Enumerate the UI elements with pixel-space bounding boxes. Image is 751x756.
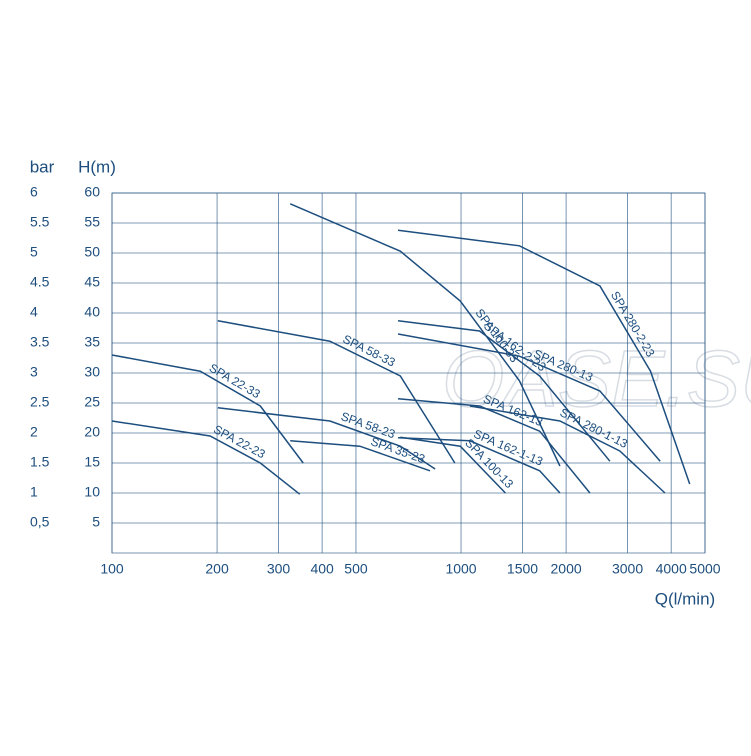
- curve: [397, 333, 661, 462]
- y2-tick-label: 1: [30, 484, 38, 500]
- x-tick-label: 2000: [551, 561, 582, 577]
- x-tick-label: 500: [344, 561, 368, 577]
- curve: [397, 320, 611, 462]
- curve: [111, 354, 304, 464]
- curve: [217, 320, 456, 464]
- x-tick-label: 1500: [507, 561, 538, 577]
- x-tick-label: 100: [100, 561, 124, 577]
- y2-tick-label: 3.5: [30, 334, 50, 350]
- y-tick-label: 10: [84, 484, 100, 500]
- y-tick-label: 25: [84, 394, 100, 410]
- y-tick-label: 15: [84, 454, 100, 470]
- y-tick-label: 30: [84, 364, 100, 380]
- watermark: OASE.SU: [442, 334, 751, 423]
- y-tick-label: 60: [84, 184, 100, 200]
- y2-axis-label: bar: [30, 157, 55, 176]
- curve: [289, 203, 561, 467]
- x-tick-label: 1000: [445, 561, 476, 577]
- y2-tick-label: 2: [30, 424, 38, 440]
- y-tick-label: 55: [84, 214, 100, 230]
- x-axis-label: Q(l/min): [655, 589, 715, 608]
- curve-label: SPA 58-23: [339, 409, 397, 441]
- y2-tick-label: 2.5: [30, 394, 50, 410]
- curve: [290, 440, 431, 472]
- curve: [397, 398, 591, 494]
- x-tick-label: 3000: [612, 561, 643, 577]
- y-tick-label: 40: [84, 304, 100, 320]
- y2-tick-label: 1.5: [30, 454, 50, 470]
- y2-tick-label: 5: [30, 244, 38, 260]
- y2-tick-label: 4: [30, 304, 38, 320]
- y-tick-label: 50: [84, 244, 100, 260]
- y-tick-label: 20: [84, 424, 100, 440]
- x-tick-label: 200: [205, 561, 229, 577]
- curve: [400, 436, 506, 494]
- y2-tick-label: 3: [30, 364, 38, 380]
- x-tick-label: 300: [267, 561, 291, 577]
- y-axis-label: H(m): [78, 157, 116, 176]
- curve-label: SPA 22-33: [207, 361, 263, 402]
- y2-tick-label: 5.5: [30, 214, 50, 230]
- curve: [469, 405, 666, 494]
- x-tick-label: 4000: [656, 561, 687, 577]
- y-tick-label: 45: [84, 274, 100, 290]
- curve: [111, 420, 301, 495]
- x-tick-label: 400: [310, 561, 334, 577]
- y-tick-label: 5: [92, 514, 100, 530]
- y2-tick-label: 4.5: [30, 274, 50, 290]
- y-tick-label: 35: [84, 334, 100, 350]
- y2-tick-label: 0,5: [30, 514, 50, 530]
- x-tick-label: 5000: [689, 561, 720, 577]
- curve: [397, 229, 691, 485]
- curve: [217, 407, 436, 470]
- y2-tick-label: 6: [30, 184, 38, 200]
- curve: [398, 437, 561, 494]
